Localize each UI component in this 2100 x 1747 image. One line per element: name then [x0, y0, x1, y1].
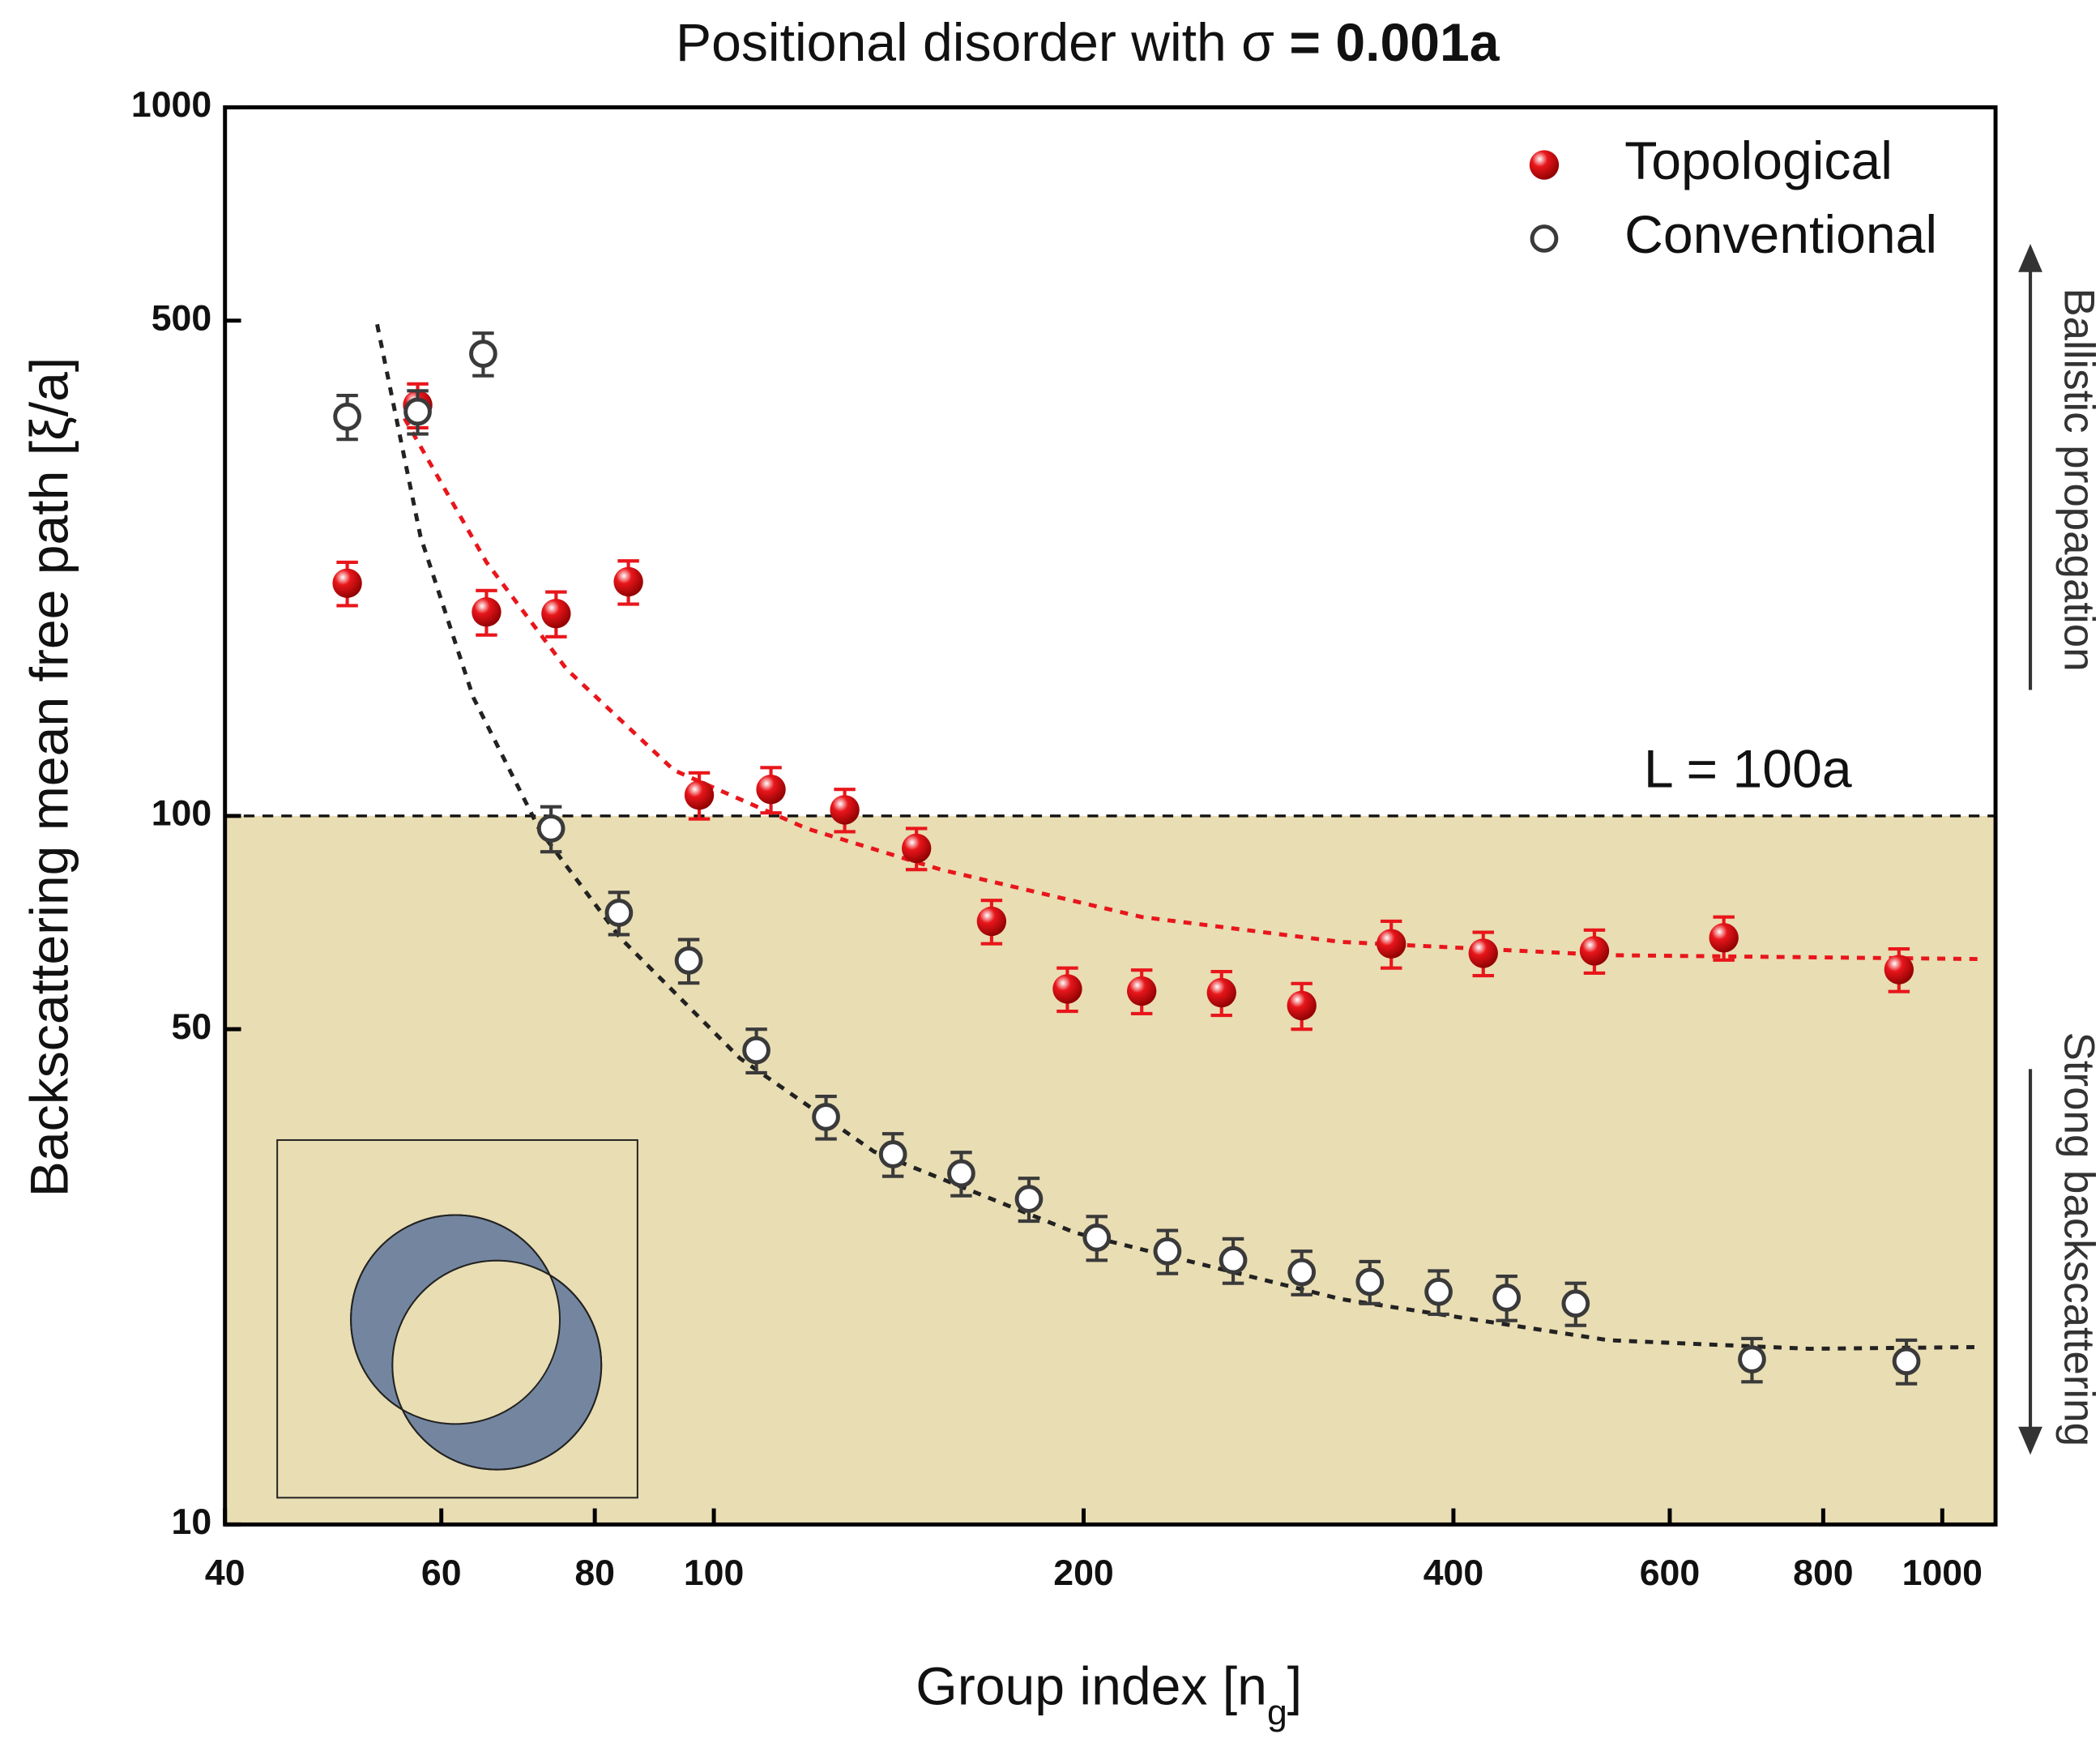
point	[604, 899, 634, 927]
inset-circle	[391, 1259, 603, 1471]
x-tick-label: 800	[1793, 1553, 1853, 1593]
point	[901, 833, 932, 864]
point	[1377, 929, 1406, 959]
reference-label: L = 100a	[1644, 739, 1852, 799]
point	[1153, 1237, 1182, 1266]
x-tick-label: 40	[205, 1553, 245, 1593]
point	[1052, 974, 1082, 1004]
title-part: Positional disorder with σ	[676, 14, 1274, 74]
arrowhead	[2018, 1426, 2042, 1455]
x-label-part: ]	[1287, 1657, 1302, 1717]
point	[1219, 1245, 1248, 1275]
point	[1287, 1258, 1317, 1287]
point	[333, 402, 361, 431]
legend-label: Conventional	[1624, 205, 1937, 265]
inset-frame	[276, 1138, 638, 1499]
point	[742, 1036, 770, 1065]
y-tick-label: 50	[172, 1007, 212, 1047]
point	[1492, 1284, 1522, 1312]
arrowhead	[2018, 244, 2042, 272]
chart-title: Positional disorder with σ = 0.001a	[676, 14, 1500, 74]
point	[878, 1140, 907, 1168]
point	[976, 906, 1007, 937]
point	[1709, 923, 1739, 953]
point	[1127, 976, 1157, 1006]
x-tick-label: 400	[1423, 1553, 1483, 1593]
point	[830, 795, 860, 825]
legend-label: Topological	[1624, 131, 1893, 191]
point	[1355, 1267, 1385, 1296]
point	[812, 1103, 840, 1131]
x-tick-label: 60	[421, 1553, 462, 1593]
legend-marker	[1529, 150, 1560, 180]
point	[613, 566, 643, 597]
x-tick-label: 600	[1640, 1553, 1700, 1593]
point	[947, 1159, 975, 1188]
x-tick-label: 1000	[1902, 1553, 1983, 1593]
legend-marker	[1530, 224, 1559, 253]
point	[1892, 1347, 1921, 1376]
point	[1424, 1277, 1453, 1306]
point	[1287, 990, 1317, 1021]
x-axis-label: Group index [ng]	[916, 1657, 1302, 1732]
point	[536, 814, 566, 843]
point	[1561, 1289, 1590, 1318]
point	[1579, 936, 1610, 966]
annotation: Strong backscattering	[2055, 1032, 2100, 1446]
x-label-sub: g	[1267, 1693, 1287, 1732]
point	[1738, 1345, 1766, 1373]
fit-curve	[375, 323, 1981, 1352]
point	[756, 775, 786, 805]
point	[1082, 1224, 1112, 1252]
point	[674, 946, 703, 975]
x-tick-label: 80	[574, 1553, 615, 1593]
point	[1206, 977, 1236, 1008]
point	[1014, 1185, 1044, 1214]
title-part: = 0.001a	[1289, 14, 1500, 74]
point	[332, 568, 362, 598]
y-axis-label: Backscattering mean free path [ξ/a]	[20, 357, 80, 1197]
point	[469, 340, 497, 368]
inset-circle	[350, 1214, 561, 1425]
point	[541, 599, 571, 629]
y-tick-label: 100	[152, 794, 211, 834]
point	[1884, 955, 1914, 985]
x-tick-label: 200	[1053, 1553, 1113, 1593]
annotation: Ballistic propagation	[2055, 288, 2100, 671]
point	[1468, 938, 1498, 968]
x-tick-label: 100	[684, 1553, 744, 1593]
point	[403, 397, 432, 426]
y-tick-label: 500	[152, 298, 211, 338]
point	[472, 597, 502, 627]
x-label-part: Group index [n	[916, 1657, 1267, 1717]
y-tick-label: 1000	[131, 85, 211, 125]
inset	[276, 1138, 638, 1499]
y-tick-label: 10	[172, 1502, 212, 1542]
point	[684, 780, 715, 810]
